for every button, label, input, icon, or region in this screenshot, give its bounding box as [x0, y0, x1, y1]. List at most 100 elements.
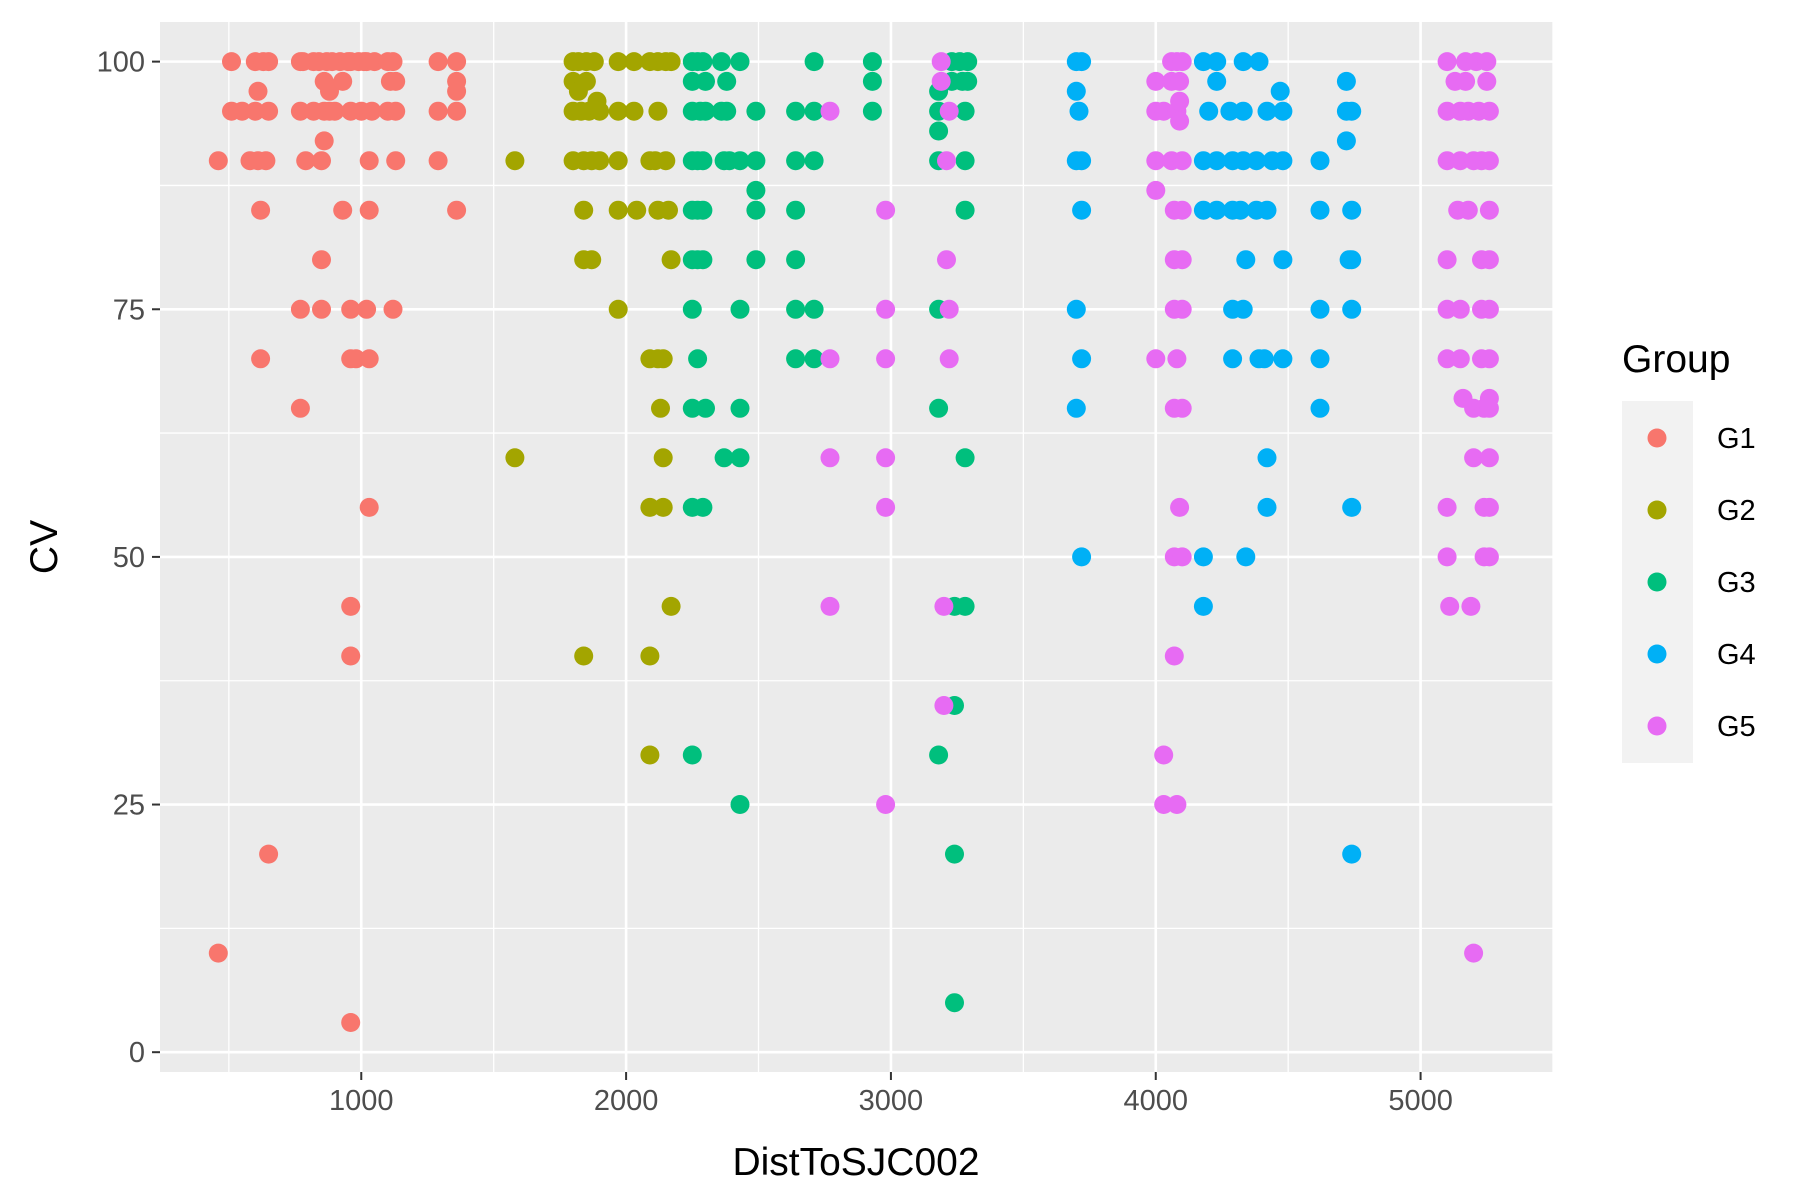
data-point-g4	[1066, 299, 1086, 319]
data-point-g4	[1273, 101, 1293, 121]
data-point-g4	[1236, 547, 1256, 567]
data-point-g2	[661, 250, 681, 270]
data-point-g5	[1172, 52, 1192, 72]
data-point-g5	[876, 200, 896, 220]
data-point-g4	[1233, 151, 1253, 171]
data-point-g4	[1336, 71, 1356, 91]
data-point-g5	[934, 696, 954, 715]
data-point-g4	[1066, 398, 1086, 418]
data-point-g4	[1233, 299, 1253, 319]
data-point-g2	[624, 101, 644, 121]
data-point-g3	[786, 299, 806, 319]
data-point-g5	[939, 101, 959, 121]
data-point-g1	[256, 151, 276, 171]
data-point-g1	[341, 299, 361, 319]
data-point-g3	[693, 497, 713, 517]
data-point-g1	[259, 101, 279, 121]
y-axis-title: CV	[23, 520, 66, 574]
data-point-g5	[1172, 398, 1192, 418]
data-point-g5	[1172, 200, 1192, 220]
data-point-g1	[290, 101, 310, 121]
x-axis: 1000 2000 3000 4000 5000	[329, 1072, 1453, 1117]
data-point-g4	[1257, 101, 1277, 121]
data-point-g5	[1440, 596, 1460, 616]
data-point-g4	[1199, 101, 1219, 121]
data-point-g3	[746, 250, 766, 270]
data-point-g5	[1146, 180, 1166, 200]
data-point-g1	[296, 151, 316, 171]
data-point-g2	[653, 497, 673, 517]
data-point-g4	[1310, 349, 1330, 369]
data-point-g5	[1146, 151, 1166, 171]
data-point-g2	[651, 398, 670, 418]
data-point-g4	[1220, 101, 1240, 121]
data-point-g5	[1154, 101, 1174, 121]
data-point-g4	[1254, 349, 1274, 369]
data-point-g5	[1479, 398, 1499, 418]
data-point-g4	[1207, 151, 1227, 171]
data-point-g2	[608, 200, 628, 220]
data-point-g3	[804, 101, 824, 121]
legend-key-g3	[1647, 572, 1667, 592]
legend-items: G1 G2 G3 G4 G5	[1647, 423, 1756, 743]
data-point-g1	[333, 71, 353, 91]
data-point-g5	[1164, 646, 1184, 666]
plot-panel	[160, 22, 1553, 1072]
data-point-g5	[939, 299, 959, 319]
data-point-g1	[428, 52, 448, 72]
data-point-g5	[1450, 299, 1470, 319]
legend-label-g5: G5	[1717, 711, 1756, 743]
data-point-g1	[447, 52, 467, 72]
data-point-g2	[590, 101, 610, 121]
data-point-g1	[259, 52, 279, 72]
data-point-g5	[1167, 349, 1187, 369]
data-point-g4	[1342, 497, 1362, 517]
data-point-g1	[333, 200, 353, 220]
data-point-g2	[648, 101, 668, 121]
data-point-g3	[693, 52, 713, 72]
data-point-g5	[1172, 547, 1192, 567]
data-points	[208, 52, 1499, 1032]
data-point-g2	[574, 200, 594, 220]
data-point-g5	[939, 349, 959, 369]
data-point-g3	[862, 71, 882, 91]
data-point-g4	[1233, 101, 1253, 121]
data-point-g2	[640, 497, 660, 517]
data-point-g1	[428, 101, 448, 121]
data-point-g1	[386, 101, 406, 121]
data-point-g5	[1172, 250, 1192, 270]
data-point-g5	[1477, 52, 1497, 72]
legend-label-g4: G4	[1717, 639, 1756, 671]
data-point-g4	[1336, 131, 1356, 151]
legend-key-g5	[1647, 716, 1667, 736]
data-point-g5	[1146, 349, 1166, 369]
data-point-g3	[945, 844, 964, 864]
data-point-g5	[1170, 497, 1190, 517]
data-point-g1	[359, 349, 379, 369]
data-point-g3	[730, 52, 750, 72]
data-point-g4	[1273, 349, 1293, 369]
data-point-g3	[682, 71, 702, 91]
data-point-g3	[693, 151, 713, 171]
data-point-g4	[1342, 250, 1362, 270]
data-point-g5	[1170, 91, 1190, 111]
data-point-g4	[1069, 101, 1089, 121]
data-point-g3	[730, 299, 750, 319]
data-point-g4	[1270, 81, 1290, 101]
data-point-g2	[505, 448, 525, 468]
data-point-g5	[876, 448, 896, 468]
data-point-g4	[1310, 200, 1330, 220]
data-point-g4	[1223, 349, 1243, 369]
data-point-g5	[1479, 250, 1499, 270]
data-point-g5	[1479, 200, 1499, 220]
x-axis-title: DistToSJC002	[732, 1141, 979, 1184]
data-point-g4	[1072, 151, 1092, 171]
data-point-g2	[653, 448, 673, 468]
data-point-g1	[325, 101, 345, 121]
data-point-g5	[937, 151, 956, 171]
data-point-g1	[357, 299, 377, 319]
y-tick-label: 75	[113, 294, 145, 326]
data-point-g4	[1246, 151, 1266, 171]
legend-label-g2: G2	[1717, 495, 1756, 527]
data-point-g4	[1066, 81, 1086, 101]
